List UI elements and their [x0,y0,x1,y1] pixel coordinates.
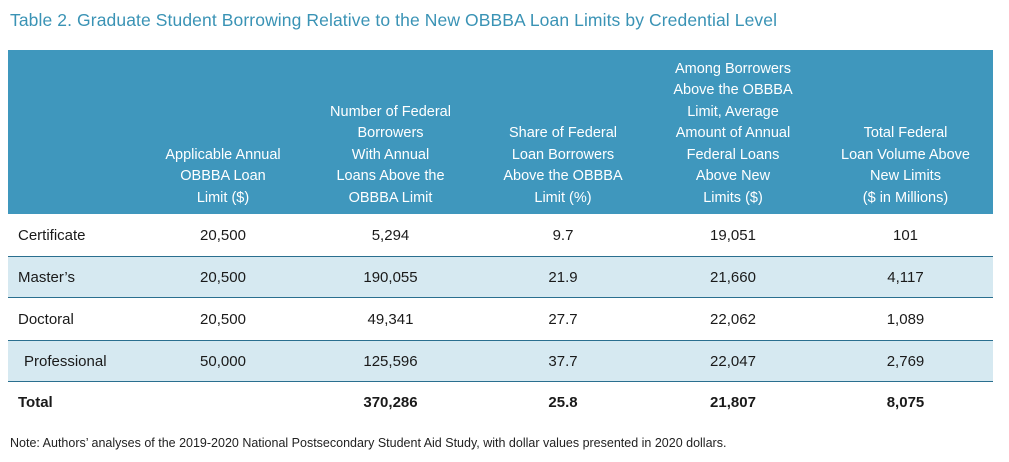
header-share-above: Share of Federal Loan Borrowers Above th… [478,50,648,214]
header-line: Among Borrowers [674,60,792,77]
cell-borrowers: 5,294 [371,226,410,244]
cell-limit: 20,500 [200,268,246,286]
table-row: Doctoral 20,500 49,341 27.7 22,062 1,089 [8,298,993,340]
cell-borrowers: 125,596 [363,352,418,370]
header-line: ($ in Millions) [862,189,949,206]
header-line: Limit (%) [534,189,592,206]
header-line: OBBBA Loan [180,168,266,184]
cell-limit: 20,500 [200,310,246,328]
header-annual-limit: Applicable Annual OBBBA Loan Limit ($) [143,50,303,214]
header-line: Above New [695,168,771,184]
header-line: Federal Loans [686,146,780,163]
cell-volume: 4,117 [887,268,924,286]
header-line: Limit ($) [196,189,250,206]
cell-share: 37.7 [548,352,578,370]
row-label: Master’s [18,268,75,286]
table-row: Professional 50,000 125,596 37.7 22,047 … [8,340,993,382]
header-total-volume: Total Federal Loan Volume Above New Limi… [818,50,993,214]
cell-average: 21,660 [710,268,756,286]
cell-share: 21.9 [548,268,578,286]
cell-average: 22,062 [710,310,756,328]
cell-volume: 8,075 [886,393,925,411]
header-line: Total Federal [863,125,948,141]
cell-share: 9.7 [552,226,574,244]
table-header: Applicable Annual OBBBA Loan Limit ($) N… [8,50,993,214]
header-line: Borrowers [357,125,424,141]
total-row: Total 370,286 25.8 21,807 8,075 [8,382,993,422]
borrowing-table: Applicable Annual OBBBA Loan Limit ($) N… [8,50,993,422]
cell-borrowers: 370,286 [363,393,418,411]
cell-volume: 101 [892,226,919,244]
header-borrowers-above: Number of Federal Borrowers With Annual … [303,50,478,214]
row-label: Total [18,393,53,411]
header-line: Loan Borrowers [511,146,615,163]
table-note: Note: Authors’ analyses of the 2019-2020… [10,436,727,450]
cell-average: 21,807 [710,393,756,411]
row-label: Doctoral [18,310,74,328]
cell-borrowers: 49,341 [367,310,414,328]
header-line: New Limits [870,168,941,184]
header-line: Applicable Annual [165,146,281,163]
row-label: Certificate [18,226,86,244]
cell-volume: 1,089 [886,310,925,328]
row-label: Professional [24,352,107,370]
header-line: Amount of Annual [675,125,791,141]
cell-share: 27.7 [548,310,578,328]
header-line: OBBBA Limit [348,189,433,206]
table-row: Certificate 20,500 5,294 9.7 19,051 101 [8,214,993,256]
cell-limit: 50,000 [200,352,246,370]
header-line: Loans Above the [336,168,445,184]
cell-volume: 2,769 [886,352,925,370]
cell-share: 25.8 [548,393,578,411]
cell-limit: 20,500 [200,226,246,244]
header-line: Above the OBBBA [673,82,793,98]
header-line: Number of Federal [330,103,451,120]
table-title: Table 2. Graduate Student Borrowing Rela… [10,10,778,30]
cell-borrowers: 190,055 [363,268,418,286]
header-line: Above the OBBBA [503,168,623,184]
header-line: With Annual [351,146,430,163]
cell-average: 22,047 [710,352,756,370]
header-line: Limit, Average [687,103,779,120]
header-line: Share of Federal [508,125,617,141]
header-credential-level [8,50,143,214]
cell-average: 19,051 [710,226,756,244]
header-line: Limits ($) [703,189,763,206]
header-average-amount: Among Borrowers Above the OBBBA Limit, A… [648,50,818,214]
table-row: Master’s 20,500 190,055 21.9 21,660 4,11… [8,256,993,298]
header-line: Loan Volume Above [841,146,970,163]
